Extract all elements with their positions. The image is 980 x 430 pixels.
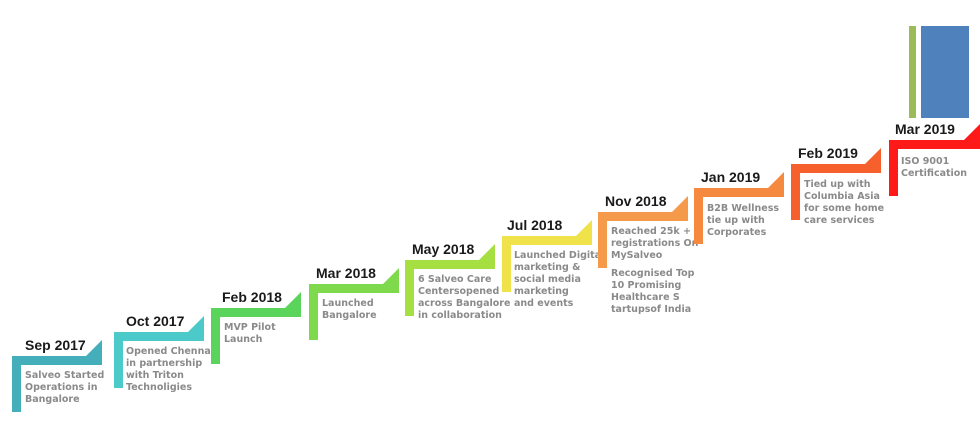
milestone-date: May 2018 bbox=[412, 241, 475, 257]
step-horizontal-bar bbox=[211, 308, 301, 317]
description-line: Bangalore bbox=[25, 394, 80, 405]
milestone-description: Launched Bangalore bbox=[322, 298, 377, 322]
description-line: with Triton bbox=[126, 370, 184, 381]
description-line: 6 Salveo Care bbox=[418, 274, 492, 285]
description-line: MVP Pilot bbox=[224, 322, 276, 333]
milestone-date: Oct 2017 bbox=[126, 313, 185, 329]
step-vertical-bar bbox=[211, 308, 220, 364]
step-horizontal-bar bbox=[889, 140, 980, 149]
description-line: Bangalore bbox=[322, 310, 377, 321]
milestone-description: 6 Salveo Care Centersopened across Bangalo… bbox=[418, 274, 510, 322]
step-horizontal-bar bbox=[114, 332, 204, 341]
milestone-date: Sep 2017 bbox=[25, 337, 86, 353]
step-corner-triangle bbox=[479, 244, 495, 260]
description-line: B2B Wellness bbox=[707, 203, 780, 214]
description-line: Operations in bbox=[25, 382, 98, 393]
milestone-date: Mar 2018 bbox=[316, 265, 376, 281]
step-vertical-bar bbox=[12, 356, 21, 412]
description-line: marketing bbox=[514, 286, 569, 297]
description-line: in partnership bbox=[126, 358, 203, 369]
description-line: Launched bbox=[322, 298, 374, 309]
step-horizontal-bar bbox=[405, 260, 495, 269]
step-vertical-bar bbox=[791, 164, 800, 220]
step-corner-triangle bbox=[865, 148, 881, 164]
milestone-description: ISO 9001 Certification bbox=[901, 156, 967, 180]
description-line: Recognised Top bbox=[611, 268, 695, 279]
step-vertical-bar bbox=[114, 332, 123, 388]
milestone-date: Mar 2019 bbox=[895, 121, 955, 137]
step-horizontal-bar bbox=[12, 356, 102, 365]
description-line: Technoligies bbox=[126, 382, 193, 393]
milestone-description: B2B Wellness tie up with Corporates bbox=[707, 203, 779, 239]
step-vertical-bar bbox=[598, 212, 607, 268]
description-line: for some home bbox=[804, 203, 885, 214]
description-line: tie up with bbox=[707, 215, 765, 226]
description-line: Centersopened bbox=[418, 286, 500, 297]
step-vertical-bar bbox=[889, 140, 898, 196]
step-vertical-bar bbox=[309, 284, 318, 340]
description-line: registrations On bbox=[611, 238, 699, 249]
description-line: 10 Promising bbox=[611, 280, 682, 291]
step-corner-triangle bbox=[188, 316, 204, 332]
description-line: tartupsof India bbox=[611, 304, 692, 315]
decor-green-bar bbox=[909, 26, 916, 118]
step-horizontal-bar bbox=[791, 164, 881, 173]
step-horizontal-bar bbox=[598, 212, 688, 221]
step-corner-triangle bbox=[576, 220, 592, 236]
milestone-description: MVP Pilot Launch bbox=[224, 322, 276, 346]
milestone-date: Jan 2019 bbox=[701, 169, 761, 185]
description-line: in collaboration bbox=[418, 310, 502, 321]
step-corner-triangle bbox=[672, 196, 688, 212]
description-line: Corporates bbox=[707, 227, 767, 238]
step-corner-triangle bbox=[285, 292, 301, 308]
description-line: across Bangalore bbox=[418, 298, 511, 309]
description-line: care services bbox=[804, 215, 875, 226]
milestone-date: Jul 2018 bbox=[507, 217, 563, 233]
milestone-description: Opened Chennai in partnership with Triton T… bbox=[126, 346, 214, 394]
description-line: MySalveo bbox=[611, 250, 663, 261]
step-vertical-bar bbox=[405, 260, 414, 316]
step-corner-triangle bbox=[768, 172, 784, 188]
milestone-description: Salveo Started Operations in Bangalore bbox=[25, 370, 104, 406]
step-corner-triangle bbox=[383, 268, 399, 284]
description-line: Tied up with bbox=[804, 179, 871, 190]
milestone-description: Tied up with Columbia Asia for some home ca… bbox=[804, 179, 884, 227]
step-corner-triangle bbox=[86, 340, 102, 356]
step-horizontal-bar bbox=[502, 236, 592, 245]
milestone-date: Feb 2018 bbox=[222, 289, 282, 305]
description-line: and events bbox=[514, 298, 574, 309]
description-line: Launched Digital bbox=[514, 250, 605, 261]
description-line: Reached 25k + bbox=[611, 226, 691, 237]
description-line: Columbia Asia bbox=[804, 191, 880, 202]
decor-blue-box bbox=[921, 26, 969, 118]
description-line: ISO 9001 bbox=[901, 156, 950, 167]
description-line: marketing & bbox=[514, 262, 581, 273]
description-line: Healthcare S bbox=[611, 292, 680, 303]
milestone-date: Feb 2019 bbox=[798, 145, 858, 161]
step-horizontal-bar bbox=[694, 188, 784, 197]
step-vertical-bar bbox=[694, 188, 703, 244]
step-horizontal-bar bbox=[309, 284, 399, 293]
step-corner-triangle bbox=[964, 124, 980, 140]
milestone-date: Nov 2018 bbox=[605, 193, 667, 209]
description-line: Salveo Started bbox=[25, 370, 105, 381]
description-line: Opened Chennai bbox=[126, 346, 215, 357]
step-vertical-bar bbox=[502, 236, 511, 292]
description-line: Launch bbox=[224, 334, 263, 345]
description-line: Certification bbox=[901, 168, 968, 179]
milestone-description: Reached 25k + registrations On MySalveo Rec… bbox=[611, 226, 698, 316]
description-line: social media bbox=[514, 274, 581, 285]
milestone-description: Launched Digital marketing & social media m… bbox=[514, 250, 604, 310]
